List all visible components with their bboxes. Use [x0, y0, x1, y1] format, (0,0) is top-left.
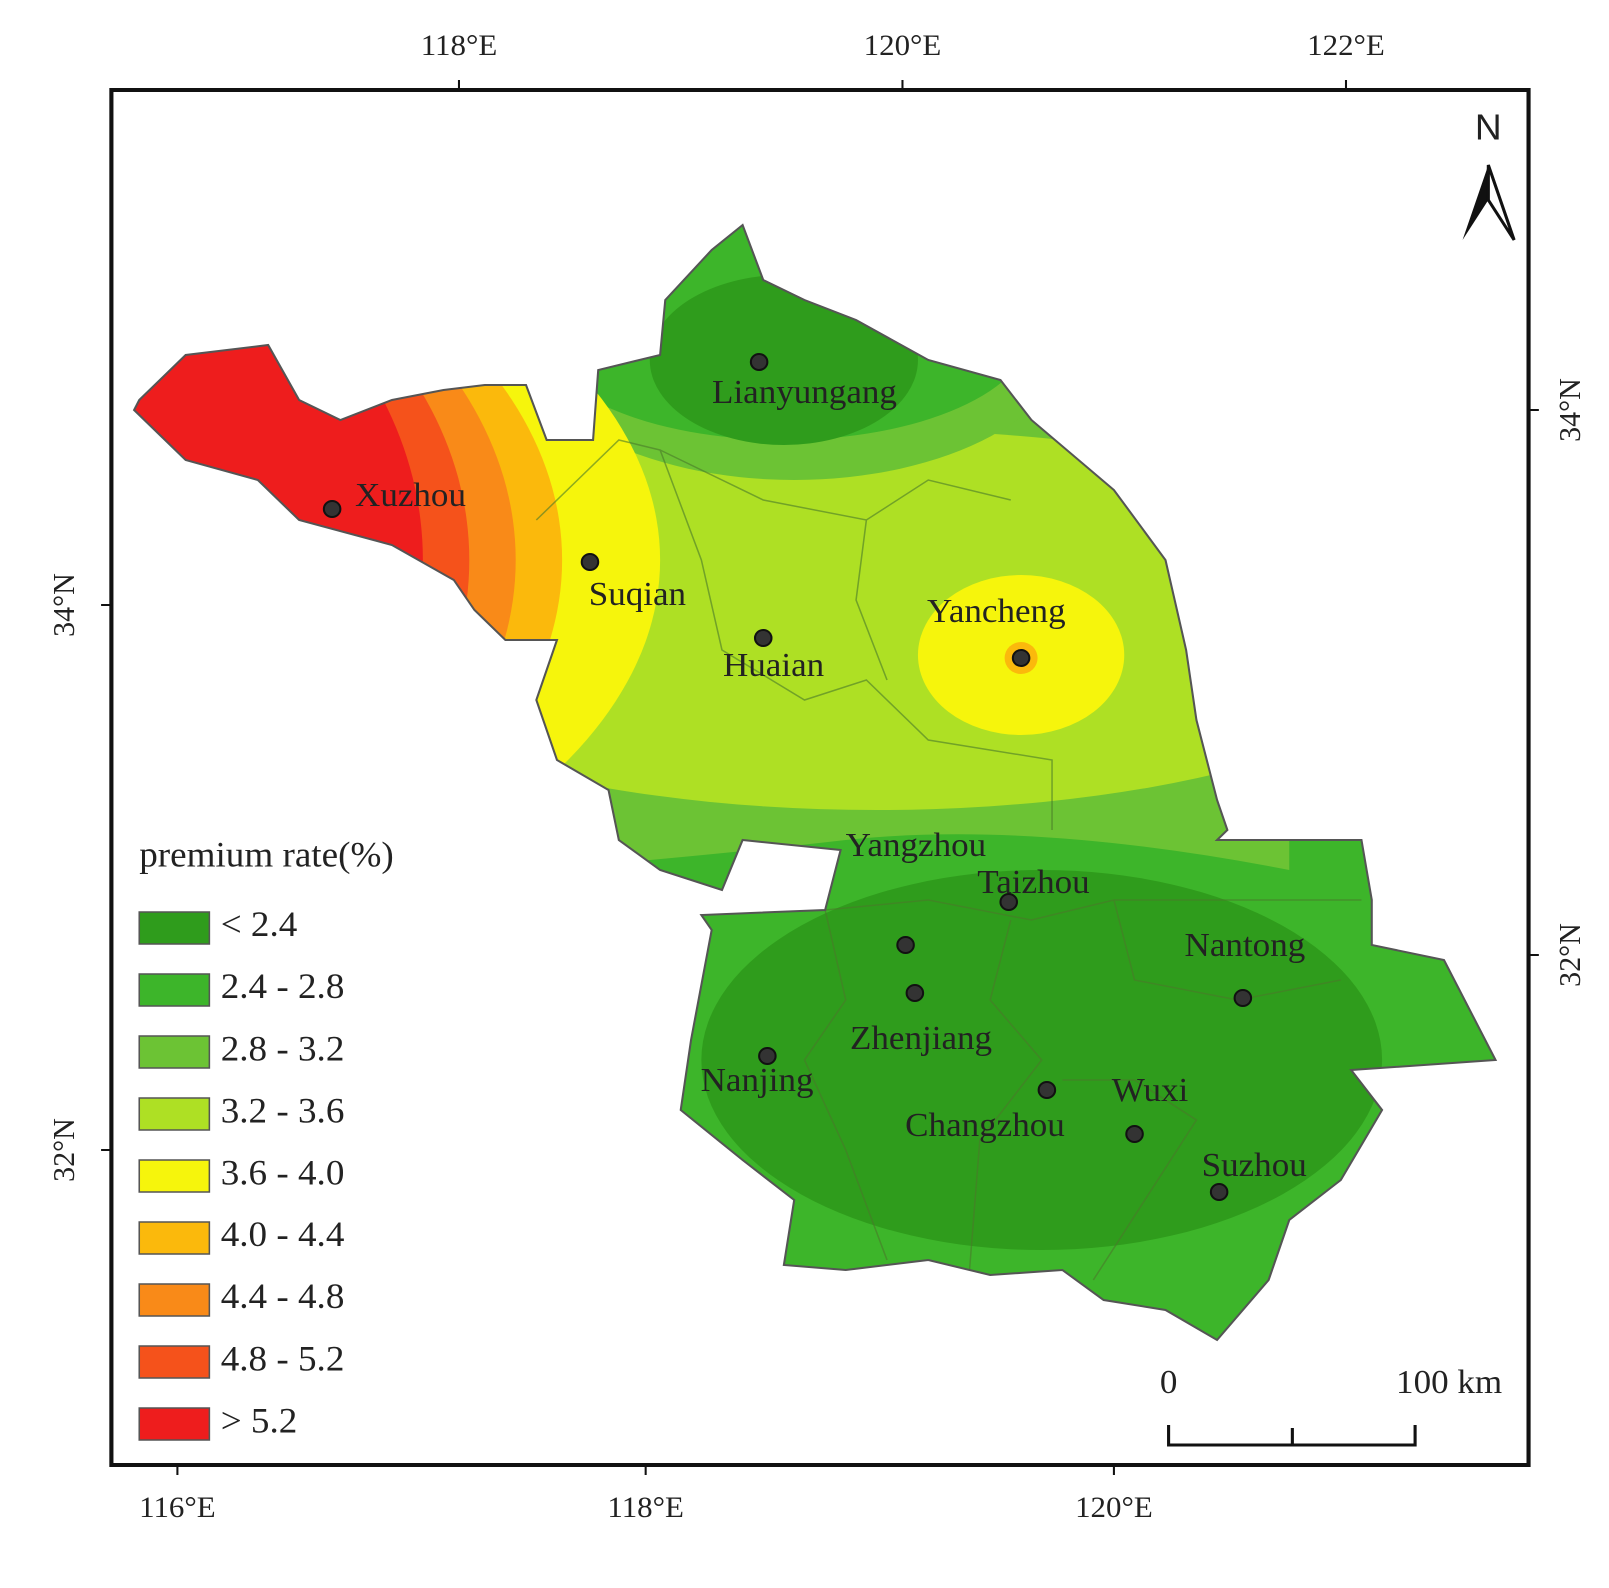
city-dot	[580, 553, 600, 571]
legend-swatch	[138, 1283, 211, 1317]
city-dot	[1125, 1125, 1144, 1143]
legend-label: < 2.4	[221, 904, 298, 944]
city-label: Nantong	[1185, 926, 1306, 963]
legend-label: 4.4 - 4.8	[221, 1276, 345, 1316]
city-dot	[999, 893, 1019, 911]
city-label: Xuzhou	[355, 476, 466, 513]
district-borders	[535, 439, 1362, 1281]
city-label: Zhenjiang	[850, 1019, 992, 1056]
legend-label: 3.6 - 4.0	[221, 1152, 345, 1192]
legend-swatch	[138, 911, 211, 945]
city-label: Taizhou	[977, 863, 1089, 900]
legend-swatch	[138, 1097, 211, 1131]
legend-title: premium rate(%)	[139, 834, 393, 874]
legend-swatch	[138, 1159, 211, 1193]
city-label: Changzhou	[905, 1106, 1065, 1143]
city-dot	[1209, 1183, 1229, 1201]
zone	[649, 275, 918, 445]
city-dot	[749, 353, 769, 371]
legend-label: 4.0 - 4.4	[221, 1214, 345, 1254]
north-arrow	[1462, 164, 1516, 241]
city-dot	[1037, 1081, 1057, 1099]
graticule-label: 122°E	[1307, 28, 1385, 61]
graticule-label: 120°E	[1075, 1490, 1153, 1523]
legend-swatch	[138, 1221, 211, 1255]
legend-swatch	[138, 1035, 211, 1069]
graticule-label: 34°N	[1553, 378, 1588, 442]
graticule-label: 34°N	[47, 573, 82, 637]
legend-swatch	[138, 973, 211, 1007]
graticule-label: 118°E	[607, 1490, 684, 1523]
map-frame	[109, 88, 1531, 1467]
legend-label: 3.2 - 3.6	[221, 1090, 345, 1130]
north-label: N	[1475, 107, 1502, 147]
legend-label: 4.8 - 5.2	[221, 1338, 345, 1378]
legend-label: > 5.2	[221, 1400, 298, 1440]
scale-bar	[1167, 1425, 1417, 1447]
graticule-label: 120°E	[864, 28, 942, 61]
city-dot	[753, 629, 773, 647]
city-dot	[1233, 989, 1253, 1007]
city-label: Lianyungang	[712, 373, 897, 410]
city-dot	[905, 984, 925, 1002]
legend-swatch	[138, 1345, 211, 1379]
graticule-label: 118°E	[421, 28, 498, 61]
city-label: Yancheng	[927, 592, 1066, 629]
legend-label: 2.4 - 2.8	[221, 966, 345, 1006]
city-dot	[758, 1047, 777, 1065]
city-dot	[322, 500, 342, 518]
rate-zones	[134, 225, 1496, 1340]
legend-label: 2.8 - 3.2	[221, 1028, 345, 1068]
legend-swatch	[138, 1407, 211, 1441]
city-dot	[896, 936, 915, 954]
city-label: Nanjing	[701, 1061, 814, 1098]
city-label: Wuxi	[1112, 1071, 1188, 1108]
graticule-label: 32°N	[1553, 923, 1588, 987]
city-label: Suqian	[589, 575, 686, 612]
city-label: Suzhou	[1202, 1146, 1307, 1183]
graticule-label: 32°N	[47, 1118, 82, 1182]
scale-label: 100 km	[1396, 1363, 1502, 1400]
city-label: Yangzhou	[846, 826, 987, 863]
city-dot	[1011, 649, 1031, 667]
city-label: Huaian	[723, 646, 824, 683]
graticule-label: 116°E	[139, 1490, 216, 1523]
scale-label: 0	[1160, 1363, 1178, 1400]
